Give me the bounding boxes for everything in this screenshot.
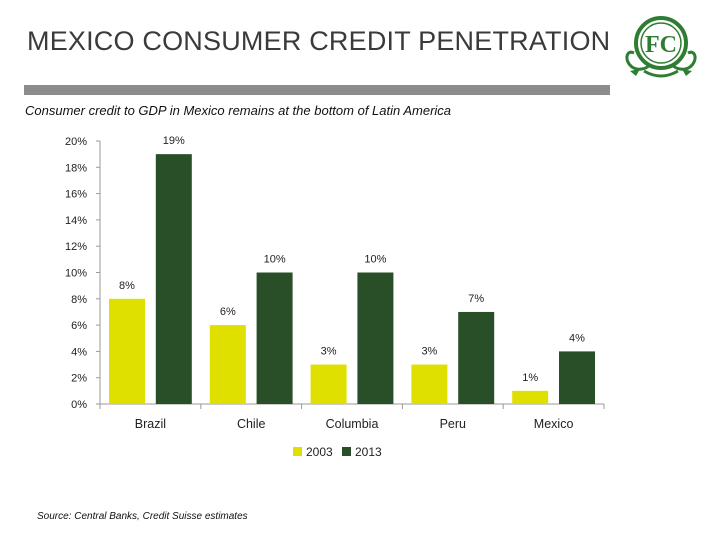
x-category-label: Chile xyxy=(237,417,266,431)
y-tick-label: 2% xyxy=(71,373,87,385)
data-label: 1% xyxy=(522,372,538,384)
data-label: 3% xyxy=(421,346,437,358)
bar-2013-columbia xyxy=(357,272,394,404)
x-category-label: Columbia xyxy=(326,417,379,431)
x-category-label: Brazil xyxy=(135,417,166,431)
bar-2003-chile xyxy=(209,325,246,404)
source-note: Source: Central Banks, Credit Suisse est… xyxy=(37,511,248,522)
data-label: 3% xyxy=(321,346,337,358)
bar-2013-chile xyxy=(256,272,293,404)
y-tick-label: 14% xyxy=(65,215,87,227)
y-tick-label: 0% xyxy=(71,399,87,411)
bar-2003-brazil xyxy=(109,298,145,404)
bar-2013-mexico xyxy=(559,351,595,404)
legend-swatch-2013 xyxy=(342,447,351,456)
bar-2013-brazil xyxy=(155,154,192,404)
data-label: 10% xyxy=(364,254,386,266)
bar-2003-mexico xyxy=(512,390,549,404)
legend-swatch-2003 xyxy=(293,447,302,456)
legend-label: 2003 xyxy=(306,445,333,459)
y-tick-label: 12% xyxy=(65,241,87,253)
y-tick-label: 4% xyxy=(71,346,87,358)
data-label: 19% xyxy=(163,135,185,147)
svg-text:FC: FC xyxy=(645,32,677,58)
chart-subtitle: Consumer credit to GDP in Mexico remains… xyxy=(25,103,452,118)
data-label: 4% xyxy=(569,332,585,344)
y-tick-label: 18% xyxy=(65,162,87,174)
y-tick-label: 10% xyxy=(65,268,87,280)
x-category-label: Mexico xyxy=(534,417,574,431)
y-tick-label: 16% xyxy=(65,189,87,201)
fc-monogram-logo: FC xyxy=(625,16,697,78)
bar-2013-peru xyxy=(458,311,495,404)
bar-2003-columbia xyxy=(310,364,347,404)
y-tick-label: 8% xyxy=(71,294,87,306)
title-rule xyxy=(24,85,610,95)
data-label: 8% xyxy=(119,280,135,292)
page-title: MEXICO CONSUMER CREDIT PENETRATION xyxy=(27,26,611,56)
data-label: 10% xyxy=(264,254,286,266)
bar-2003-peru xyxy=(411,364,448,404)
data-label: 7% xyxy=(468,293,484,305)
data-label: 6% xyxy=(220,306,236,318)
x-category-label: Peru xyxy=(440,417,466,431)
y-tick-label: 6% xyxy=(71,320,87,332)
legend-label: 2013 xyxy=(355,445,382,459)
y-tick-label: 20% xyxy=(65,136,87,148)
